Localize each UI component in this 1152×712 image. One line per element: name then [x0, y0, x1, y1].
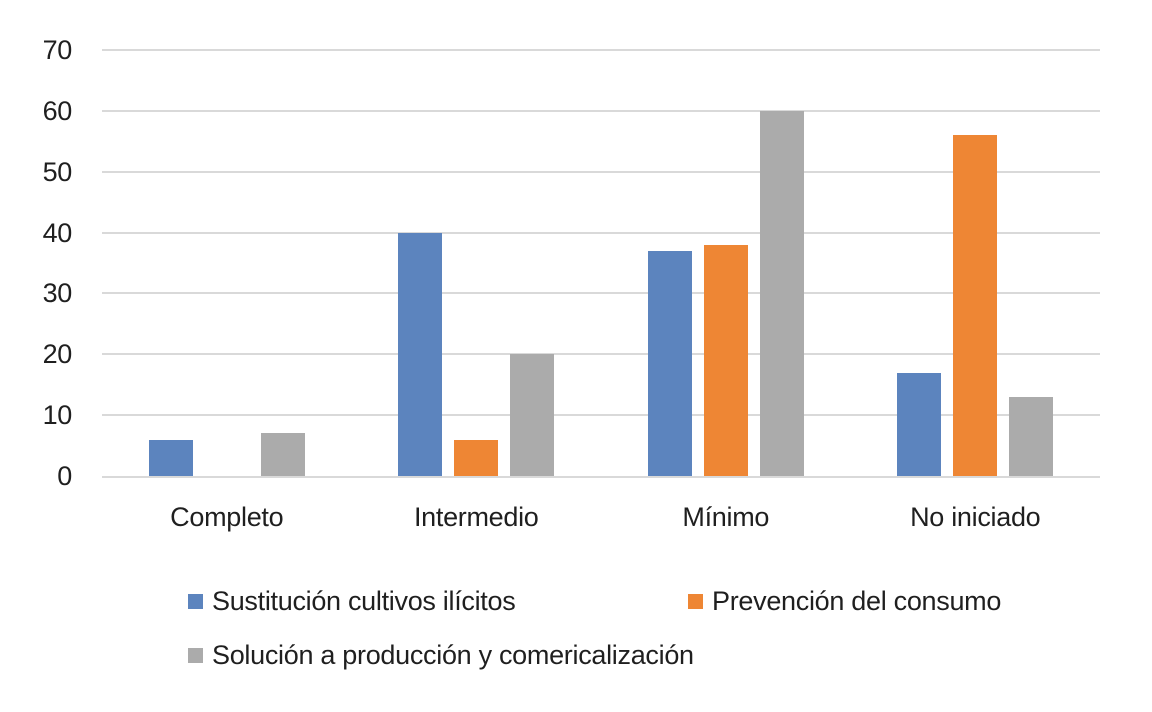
y-tick-label-50: 50 — [42, 156, 73, 187]
bar-group-no-iniciado — [851, 50, 1101, 476]
bar-group-intermedio — [352, 50, 602, 476]
bar — [897, 372, 942, 476]
x-axis-label-completo: Completo — [170, 502, 284, 532]
gridline-50 — [102, 170, 1100, 173]
bar — [398, 232, 443, 476]
y-tick-label-10: 10 — [42, 400, 73, 431]
legend-item-prevencion-consumo: Prevención del consumo — [688, 585, 1001, 617]
bar — [260, 433, 305, 476]
x-axis-label-no-iniciado: No iniciado — [910, 502, 1041, 532]
bar — [454, 439, 499, 476]
y-tick-label-20: 20 — [42, 339, 73, 370]
gridline-10 — [102, 414, 1100, 417]
bar — [703, 244, 748, 476]
gridline-60 — [102, 109, 1100, 112]
legend-swatch-blue-icon — [188, 593, 203, 609]
y-tick-label-60: 60 — [42, 95, 73, 126]
legend-swatch-gray-icon — [188, 647, 203, 663]
bar-groups — [102, 50, 1100, 476]
legend-label: Solución a producción y comericalización — [212, 639, 694, 670]
bar — [759, 110, 804, 476]
gridline-30 — [102, 292, 1100, 295]
bar — [953, 135, 998, 476]
bar — [510, 354, 555, 476]
legend-item-sustitucion-cultivos: Sustitución cultivos ilícitos — [188, 585, 516, 617]
gridline-70 — [102, 49, 1100, 51]
y-tick-label-30: 30 — [42, 278, 73, 309]
bar — [647, 250, 692, 476]
bar — [148, 439, 193, 476]
bar-group-completo — [102, 50, 352, 476]
gridline-40 — [102, 231, 1100, 234]
y-tick-label-40: 40 — [42, 217, 73, 248]
x-axis-label-mínimo: Mínimo — [682, 502, 770, 532]
bar-group-mínimo — [601, 50, 851, 476]
gridline-20 — [102, 353, 1100, 356]
gridline-0 — [102, 476, 1100, 478]
plot-area — [102, 49, 1100, 478]
bar — [1009, 396, 1054, 476]
legend-item-solucion-produccion: Solución a producción y comericalización — [188, 639, 694, 671]
x-axis-label-intermedio: Intermedio — [413, 502, 539, 532]
y-tick-label-70: 70 — [42, 35, 73, 65]
legend-label: Sustitución cultivos ilícitos — [212, 585, 516, 616]
legend-label: Prevención del consumo — [712, 585, 1002, 616]
y-tick-label-0: 0 — [57, 461, 72, 491]
legend-swatch-orange-icon — [688, 593, 703, 609]
